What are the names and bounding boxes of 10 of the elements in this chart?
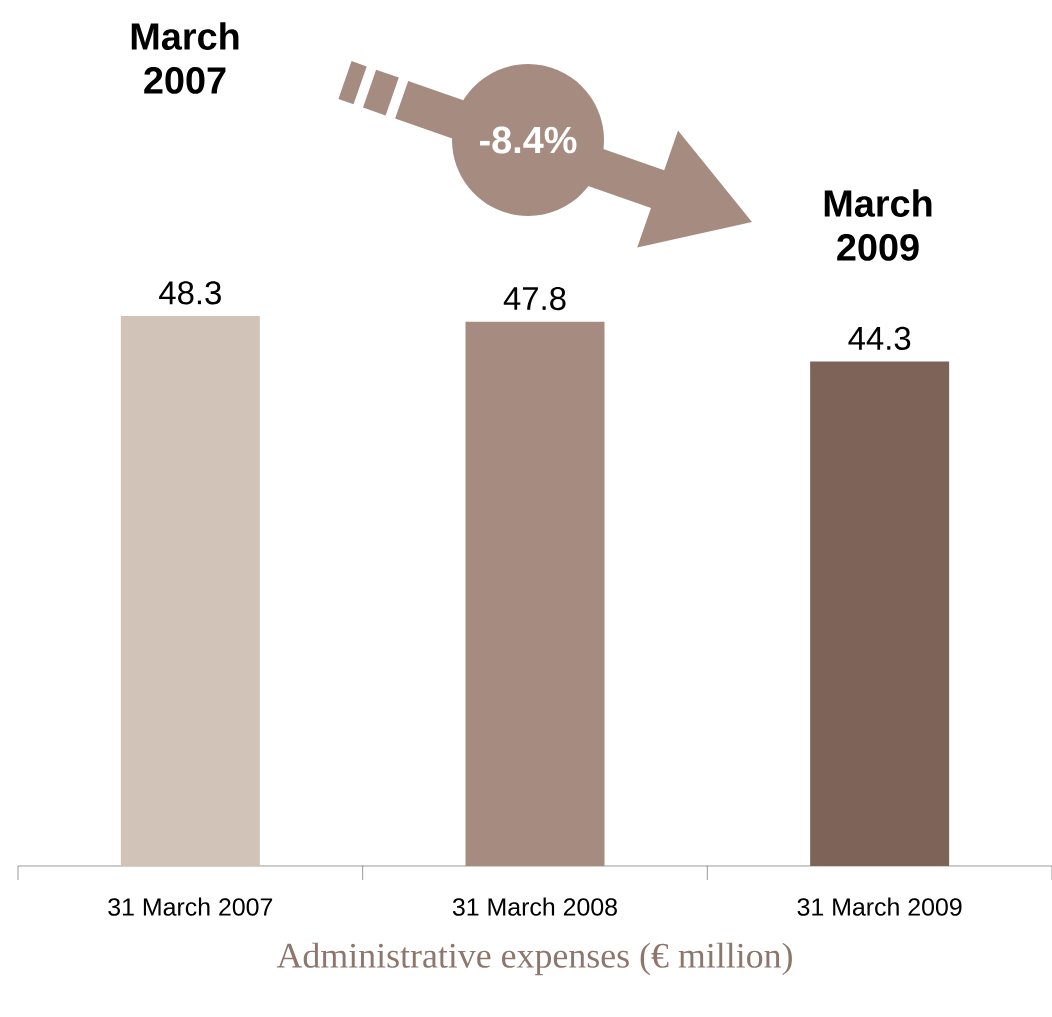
data-label: 47.8 [503,286,566,311]
x-tick-label: 31 March 2009 [797,897,962,916]
text: -8.4% [480,126,577,154]
x-axis-title: Administrative expenses (€ million) [276,942,792,976]
text: March 2009 [824,189,932,261]
data-label: 44.3 [848,326,911,351]
x-tick-label: 31 March 2007 [108,897,273,916]
text: March 2007 [131,22,239,94]
x-tick-label: 31 March 2008 [452,897,617,916]
data-label: 48.3 [159,281,221,305]
